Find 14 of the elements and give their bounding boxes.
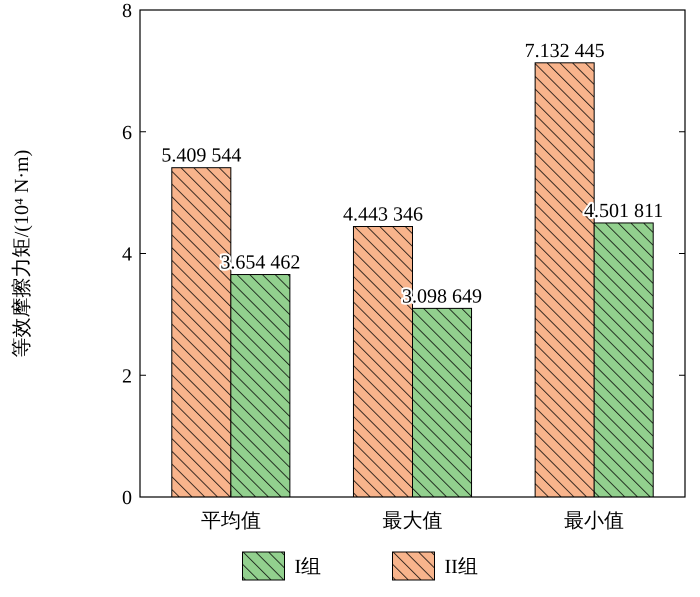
y-tick-label: 2 xyxy=(122,365,132,388)
legend-label: II组 xyxy=(444,556,478,578)
y-tick-label: 8 xyxy=(122,0,132,22)
y-tick-label: 0 xyxy=(122,487,132,509)
legend-label: I组 xyxy=(294,556,322,578)
x-tick-label: 最大值 xyxy=(382,510,442,532)
y-tick-label: 4 xyxy=(122,244,132,266)
y-axis-title: 等效摩擦力矩/(10⁴ N·m) xyxy=(11,150,33,358)
data-label: 7.132 445 xyxy=(524,40,605,62)
y-tick-label: 6 xyxy=(122,122,132,144)
x-tick-label: 平均值 xyxy=(200,510,261,532)
data-label: 5.409 544 xyxy=(161,144,242,167)
data-label: 4.443 346 xyxy=(342,204,423,226)
x-tick-label: 最小值 xyxy=(564,510,624,532)
